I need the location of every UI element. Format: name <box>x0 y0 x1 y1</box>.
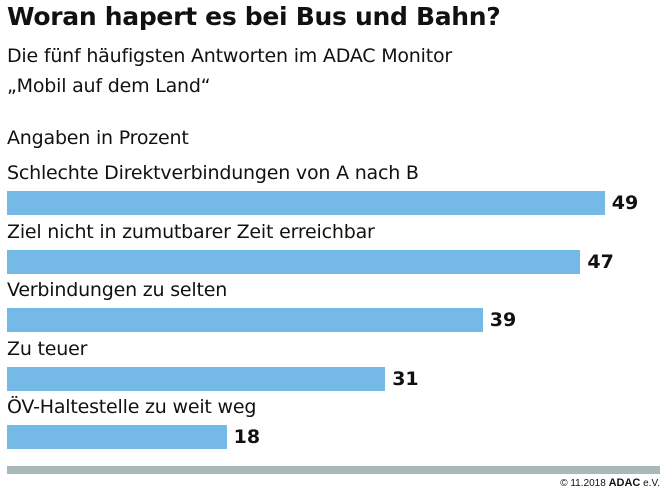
bar <box>7 191 605 215</box>
value-label: 47 <box>587 250 614 273</box>
bar <box>7 308 483 333</box>
value-label: 49 <box>611 192 639 214</box>
chart-subtitle-line-1: Die fünf häufigsten Antworten im ADAC Mo… <box>7 45 453 67</box>
bottom-rule <box>7 466 660 474</box>
chart-subtitle-line-2: „Mobil auf dem Land“ <box>7 75 211 97</box>
category-label: ÖV-Haltestelle zu weit weg <box>7 396 257 419</box>
category-label: Ziel nicht in zumutbarer Zeit erreichbar <box>7 220 375 243</box>
bar <box>7 425 227 450</box>
value-label: 31 <box>392 367 419 390</box>
category-label: Verbindungen zu selten <box>7 279 228 302</box>
category-label: Schlechte Direktverbindungen von A nach … <box>7 162 419 184</box>
brand-suffix: e.V. <box>643 478 660 489</box>
bar <box>7 366 386 391</box>
brand-logo: ADAC <box>608 477 641 489</box>
footer-credit: © 11.2018 ADAC e.V. <box>560 477 660 489</box>
bar <box>7 249 581 274</box>
unit-note: Angaben in Prozent <box>7 127 189 149</box>
category-label: Zu teuer <box>7 337 88 360</box>
value-label: 18 <box>233 426 261 449</box>
copyright-text: © 11.2018 <box>560 478 606 489</box>
chart-title: Woran hapert es bei Bus und Bahn? <box>7 2 501 31</box>
value-label: 39 <box>489 309 517 332</box>
